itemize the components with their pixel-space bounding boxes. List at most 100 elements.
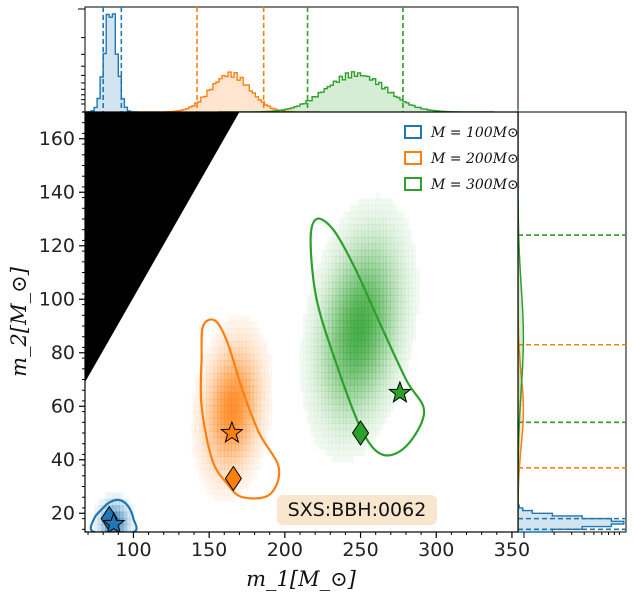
density-cell-3 <box>350 384 355 392</box>
density-cell-2 <box>209 443 214 451</box>
density-cell-3 <box>313 423 318 431</box>
density-cell-3 <box>328 320 333 328</box>
density-cell-3 <box>324 429 329 437</box>
density-cell-3 <box>408 333 413 341</box>
density-cell-3 <box>335 250 340 257</box>
density-cell-3 <box>324 301 329 309</box>
density-cell-2 <box>206 469 211 477</box>
density-cell-3 <box>397 269 402 277</box>
density-cell-3 <box>332 314 337 322</box>
density-cell-3 <box>412 307 417 315</box>
density-cell-3 <box>346 307 351 315</box>
density-cell-2 <box>256 411 262 419</box>
density-cell-3 <box>401 275 406 283</box>
density-cell-3 <box>332 230 337 238</box>
density-cell-3 <box>372 243 377 251</box>
density-cell-2 <box>264 379 269 387</box>
density-cell-3 <box>328 269 333 277</box>
density-cell-3 <box>368 333 373 341</box>
density-cell-3 <box>390 237 395 245</box>
density-cell-2 <box>227 321 232 329</box>
density-cell-2 <box>198 469 203 477</box>
density-cell-3 <box>412 250 417 257</box>
density-cell-3 <box>353 250 358 257</box>
density-cell-2 <box>249 366 254 374</box>
density-cell-3 <box>306 410 311 418</box>
density-cell-2 <box>213 405 218 413</box>
density-cell-3 <box>353 365 358 373</box>
density-cell-3 <box>368 256 373 264</box>
density-cell-3 <box>372 205 377 212</box>
density-cell-2 <box>202 398 207 406</box>
density-cell-3 <box>310 346 315 354</box>
density-cell-3 <box>350 378 355 386</box>
density-cell-2 <box>209 385 214 393</box>
density-cell-2 <box>209 475 214 483</box>
density-cell-3 <box>382 217 387 225</box>
density-cell-3 <box>404 320 409 328</box>
density-cell-2 <box>256 334 262 342</box>
density-cell-3 <box>382 282 387 289</box>
density-cell-2 <box>206 411 211 419</box>
density-cell-3 <box>401 333 406 341</box>
density-cell-3 <box>342 346 348 354</box>
density-cell-3 <box>321 436 326 444</box>
density-cell-2 <box>206 360 211 368</box>
density-cell-3 <box>408 275 413 283</box>
density-cell-3 <box>390 339 395 347</box>
density-cell-2 <box>227 418 232 425</box>
density-cell-3 <box>408 282 413 289</box>
density-cell-3 <box>386 384 391 392</box>
density-cell-3 <box>368 372 373 379</box>
density-cell-3 <box>335 243 340 251</box>
density-cell-2 <box>267 360 272 368</box>
density-cell-3 <box>321 365 326 373</box>
density-cell-3 <box>401 320 406 328</box>
density-cell-3 <box>324 320 329 328</box>
density-cell-2 <box>217 443 222 451</box>
density-cell-3 <box>372 288 377 296</box>
density-cell-3 <box>306 327 311 334</box>
density-cell-3 <box>382 372 387 379</box>
density-cell-3 <box>397 237 402 245</box>
density-cell-3 <box>303 372 308 379</box>
density-cell-3 <box>303 346 308 354</box>
density-cell-3 <box>353 217 358 225</box>
density-cell-3 <box>364 262 369 270</box>
density-cell-2 <box>238 321 243 329</box>
density-cell-2 <box>238 366 243 374</box>
density-cell-2 <box>238 340 243 348</box>
density-cell-2 <box>249 340 254 348</box>
density-cell-3 <box>379 275 384 283</box>
density-cell-3 <box>372 339 377 347</box>
density-cell-2 <box>235 334 240 342</box>
density-cell-3 <box>397 339 402 347</box>
density-cell-3 <box>335 423 340 431</box>
density-cell-3 <box>310 378 315 386</box>
density-cell-3 <box>350 449 355 456</box>
density-cell-3 <box>313 372 318 379</box>
density-cell-3 <box>390 217 395 225</box>
density-cell-3 <box>353 275 358 283</box>
density-cell-3 <box>390 397 395 405</box>
density-cell-3 <box>393 211 398 219</box>
density-cell-2 <box>202 360 207 368</box>
density-cell-3 <box>357 378 362 386</box>
density-cell-3 <box>361 320 366 328</box>
density-cell-3 <box>361 198 366 206</box>
density-cell-2 <box>256 398 262 406</box>
density-cell-3 <box>350 217 355 225</box>
density-cell-2 <box>246 360 251 368</box>
density-cell-3 <box>368 250 373 257</box>
density-cell-3 <box>386 224 391 232</box>
density-cell-3 <box>379 352 384 360</box>
density-cell-2 <box>206 450 211 457</box>
density-cell-3 <box>408 243 413 251</box>
density-cell-3 <box>324 410 329 418</box>
density-cell-3 <box>393 384 398 392</box>
density-cell-2 <box>224 347 229 355</box>
density-cell-3 <box>357 346 362 354</box>
density-cell-2 <box>217 430 222 438</box>
density-cell-3 <box>342 275 348 283</box>
density-cell-3 <box>361 346 366 354</box>
